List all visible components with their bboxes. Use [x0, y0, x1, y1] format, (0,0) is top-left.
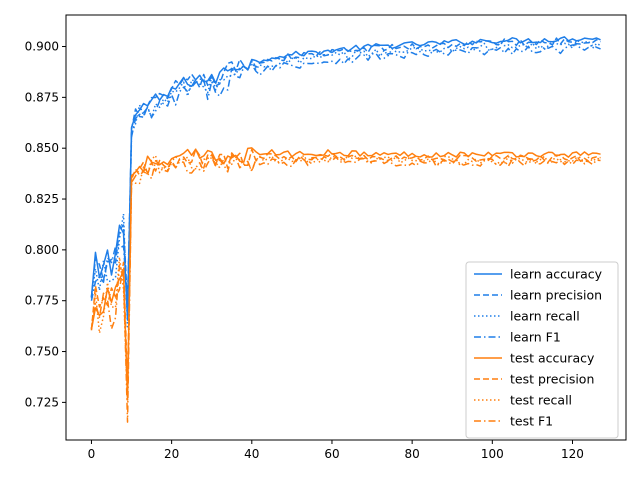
x-tick-label: 80 — [405, 447, 420, 461]
legend-label: test accuracy — [510, 351, 595, 366]
series-line-learn-recall — [90, 39, 601, 328]
legend: learn accuracy learn precision learn recal… — [465, 261, 619, 439]
legend-box — [465, 261, 619, 439]
series-line-test-recall — [90, 154, 601, 403]
legend-label: test precision — [510, 372, 594, 387]
y-tick-label: 0.725 — [25, 395, 59, 409]
series-layer — [90, 36, 601, 423]
plot-frame — [65, 14, 627, 441]
y-axis: 0.725 0.750 0.775 0.800 0.825 0.850 0.875 0.900 — [25, 40, 66, 409]
y-tick-label: 0.900 — [25, 40, 59, 54]
legend-label: learn F1 — [510, 330, 561, 345]
x-tick-label: 40 — [244, 447, 259, 461]
series-line-learn-precision — [90, 37, 601, 306]
legend-label: test F1 — [510, 414, 553, 429]
y-tick-label: 0.850 — [25, 141, 59, 155]
y-tick-label: 0.750 — [25, 345, 59, 359]
legend-label: learn accuracy — [510, 267, 603, 282]
series-line-learn-f1 — [90, 44, 601, 308]
y-tick-label: 0.825 — [25, 192, 59, 206]
x-tick-label: 120 — [561, 447, 584, 461]
legend-label: learn precision — [510, 288, 602, 303]
x-tick-label: 20 — [164, 447, 179, 461]
y-tick-label: 0.800 — [25, 243, 59, 257]
y-tick-label: 0.875 — [25, 90, 59, 104]
legend-label: test recall — [510, 393, 572, 408]
x-axis: 0 20 40 60 80 100 120 — [88, 440, 584, 461]
x-tick-label: 0 — [88, 447, 96, 461]
series-line-test-f1 — [90, 154, 601, 423]
x-tick-label: 100 — [481, 447, 504, 461]
legend-label: learn recall — [510, 309, 580, 324]
y-tick-label: 0.775 — [25, 294, 59, 308]
x-tick-label: 60 — [324, 447, 339, 461]
